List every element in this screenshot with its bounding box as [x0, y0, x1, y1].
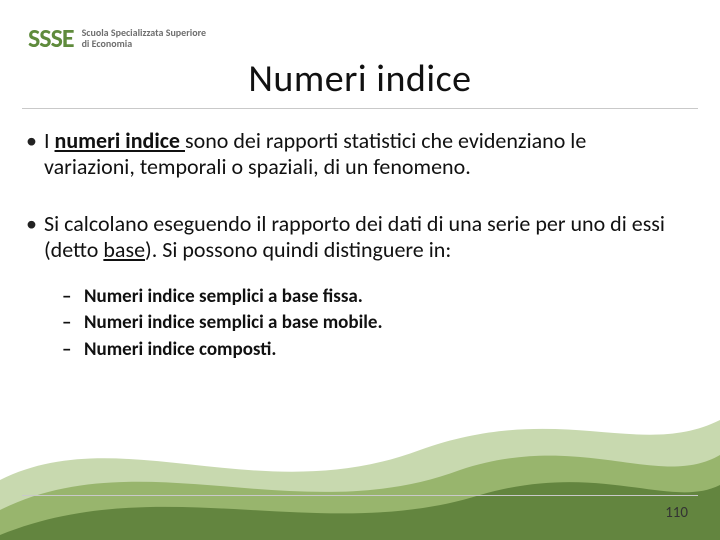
- page-title: Numeri indice: [0, 56, 720, 102]
- logo: SSSE Scuola Specializzata Superiore di E…: [28, 22, 206, 54]
- divider-bottom: [22, 495, 698, 496]
- sub-item-1: Numeri indice semplici a base fissa.: [68, 286, 676, 309]
- bullet2-base: base: [103, 236, 145, 263]
- bullet-1: I numeri indice sono dei rapporti statis…: [44, 128, 676, 181]
- bullet2-part2: ). Si possono quindi distinguere in:: [145, 236, 451, 263]
- logo-subtitle: Scuola Specializzata Superiore di Econom…: [82, 27, 207, 50]
- divider-top: [22, 108, 698, 109]
- wave-dark: [0, 482, 720, 540]
- logo-mark: SSSE: [28, 22, 74, 54]
- bullet1-term: numeri indice: [55, 127, 185, 154]
- background-waves: [0, 360, 720, 540]
- wave-mid: [0, 455, 720, 540]
- sub-item-3: Numeri indice composti.: [68, 339, 676, 362]
- bullet-2: Si calcolano eseguendo il rapporto dei d…: [44, 211, 676, 362]
- logo-sub-line2: di Economia: [82, 37, 133, 50]
- sub-list: Numeri indice semplici a base fissa. Num…: [68, 286, 676, 362]
- wave-light: [0, 420, 720, 540]
- sub-item-2: Numeri indice semplici a base mobile.: [68, 312, 676, 335]
- page-number: 110: [665, 504, 688, 522]
- bullet1-prefix: I: [44, 127, 55, 154]
- slide-content: I numeri indice sono dei rapporti statis…: [44, 128, 676, 366]
